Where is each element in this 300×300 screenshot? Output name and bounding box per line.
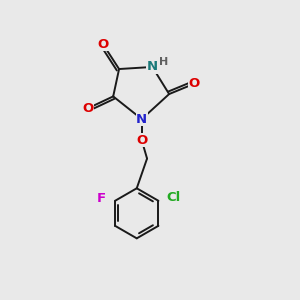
Text: O: O xyxy=(136,134,147,147)
Text: O: O xyxy=(188,77,200,90)
Text: N: N xyxy=(147,61,158,74)
Text: Cl: Cl xyxy=(167,191,181,204)
Text: H: H xyxy=(159,57,168,67)
Text: O: O xyxy=(97,38,109,50)
Text: N: N xyxy=(136,112,147,126)
Text: F: F xyxy=(96,192,106,205)
Text: O: O xyxy=(82,102,94,115)
